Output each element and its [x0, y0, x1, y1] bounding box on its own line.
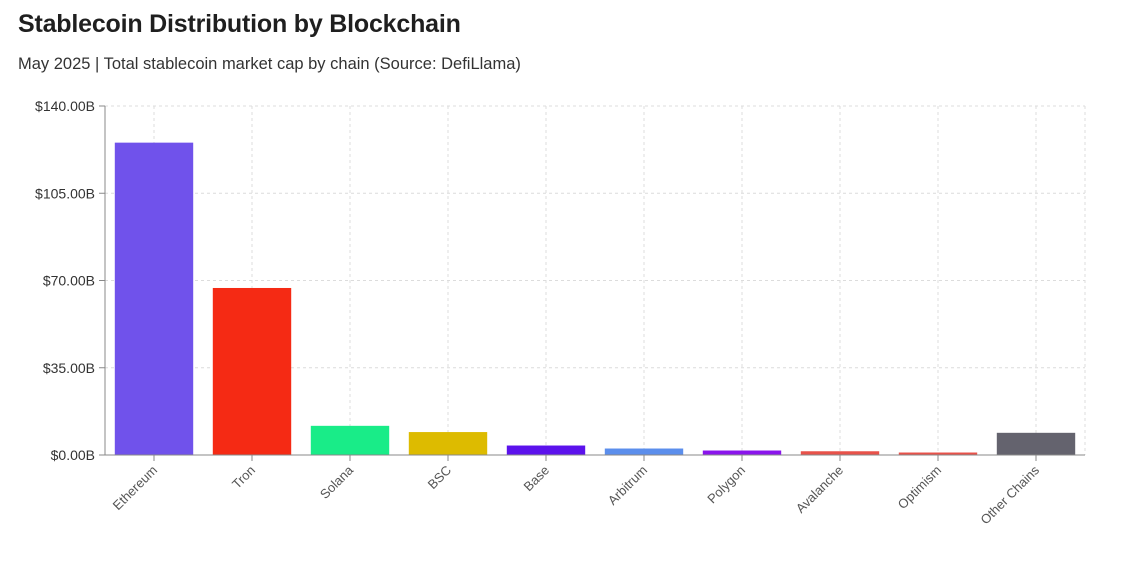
- x-tick-label: Other Chains: [977, 462, 1042, 527]
- chart-title: Stablecoin Distribution by Blockchain: [18, 10, 461, 38]
- bar-arbitrum: [604, 448, 684, 455]
- y-tick-label: $70.00B: [43, 273, 95, 289]
- x-tick-label: Ethereum: [110, 463, 160, 513]
- bar-base: [506, 445, 586, 455]
- bar-polygon: [702, 450, 782, 455]
- bar-avalanche: [800, 451, 880, 455]
- x-tick-label: Base: [521, 463, 553, 495]
- bar-solana: [310, 425, 390, 455]
- x-tick-label: Tron: [229, 463, 258, 492]
- bar-other-chains: [996, 432, 1076, 455]
- bar-bsc: [408, 432, 488, 455]
- y-tick-label: $0.00B: [51, 447, 95, 463]
- x-tick-label: Polygon: [704, 463, 748, 507]
- y-tick-label: $105.00B: [35, 185, 95, 201]
- bar-optimism: [898, 452, 978, 455]
- x-tick-label: BSC: [425, 463, 455, 493]
- x-tick-label: Solana: [317, 462, 357, 502]
- chart-subtitle: May 2025 | Total stablecoin market cap b…: [18, 55, 521, 73]
- x-tick-label: Optimism: [895, 463, 944, 512]
- y-tick-label: $140.00B: [35, 98, 95, 114]
- x-tick-label: Avalanche: [793, 463, 846, 516]
- bar-ethereum: [114, 142, 194, 455]
- x-tick-label: Arbitrum: [605, 463, 650, 508]
- y-tick-label: $35.00B: [43, 360, 95, 376]
- bar-tron: [212, 287, 292, 455]
